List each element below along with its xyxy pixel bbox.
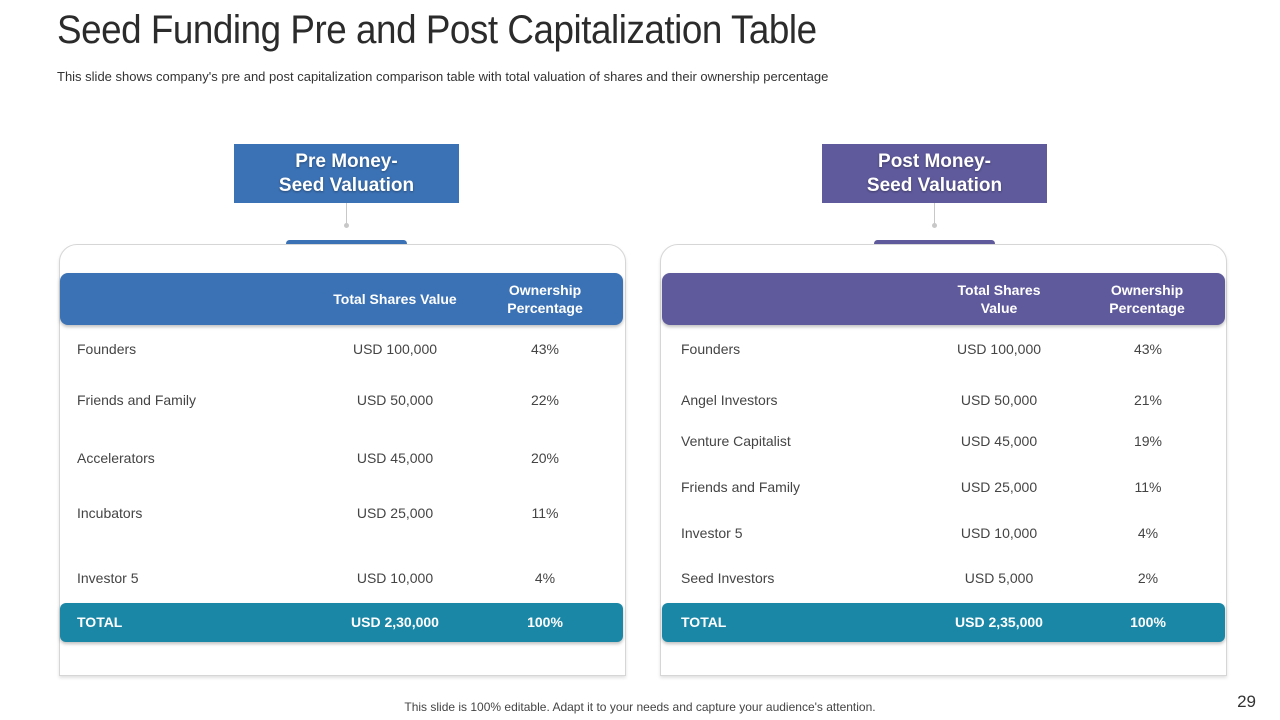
pre-card-tab [286, 240, 407, 247]
total-label: TOTAL [77, 614, 123, 630]
row-value: USD 25,000 [356, 505, 434, 521]
row-percentage: 4% [534, 570, 556, 586]
total-label: TOTAL [681, 614, 727, 630]
row-name: Friends and Family [77, 392, 197, 408]
row-name: Founders [681, 341, 741, 357]
post-col-header-percentage-line1: Ownership [1110, 282, 1184, 298]
pre-table-header: Total Shares Value Ownership Percentage [60, 273, 623, 325]
post-col-header-value-line1: Total Shares [957, 282, 1041, 298]
row-value: USD 50,000 [356, 392, 434, 408]
row-value: USD 100,000 [956, 341, 1042, 357]
post-card-tab [874, 240, 995, 247]
total-percentage: 100% [527, 614, 563, 630]
row-name: Incubators [77, 505, 143, 521]
pre-money-label-line2: Seed Valuation [278, 174, 415, 196]
row-percentage: 43% [1133, 341, 1163, 357]
table-row: Accelerators USD 45,000 20% [60, 450, 623, 470]
row-name: Angel Investors [681, 392, 778, 408]
row-name: Investor 5 [77, 570, 139, 586]
row-percentage: 19% [1133, 433, 1163, 449]
row-percentage: 4% [1137, 525, 1159, 541]
table-row: Friends and Family USD 50,000 22% [60, 392, 623, 412]
post-money-label: Post Money- Seed Valuation [822, 144, 1047, 203]
post-col-header-percentage-line2: Percentage [1109, 300, 1185, 316]
post-connector-line [934, 203, 935, 225]
row-value: USD 10,000 [960, 525, 1038, 541]
pre-connector-dot [344, 223, 349, 228]
table-row: Incubators USD 25,000 11% [60, 505, 623, 525]
total-percentage: 100% [1130, 614, 1166, 630]
slide-footer: This slide is 100% editable. Adapt it to… [404, 700, 876, 714]
row-percentage: 2% [1137, 570, 1159, 586]
post-connector-dot [932, 223, 937, 228]
table-row: Investor 5 USD 10,000 4% [662, 525, 1225, 545]
pre-col-header-percentage-line2: Percentage [507, 300, 583, 316]
post-col-header-value: Total Shares Value [929, 273, 1069, 325]
table-row: Venture Capitalist USD 45,000 19% [662, 433, 1225, 453]
row-percentage: 20% [530, 450, 560, 466]
row-name: Friends and Family [681, 479, 801, 495]
pre-total-row: TOTAL USD 2,30,000 100% [60, 603, 623, 642]
post-col-header-percentage: Ownership Percentage [1087, 273, 1207, 325]
row-value: USD 50,000 [960, 392, 1038, 408]
row-value: USD 45,000 [356, 450, 434, 466]
row-value: USD 10,000 [356, 570, 434, 586]
row-value: USD 5,000 [964, 570, 1034, 586]
pre-money-label: Pre Money- Seed Valuation [234, 144, 459, 203]
pre-connector-line [346, 203, 347, 225]
row-percentage: 22% [530, 392, 560, 408]
post-col-header-value-line2: Value [980, 300, 1018, 316]
post-total-row: TOTAL USD 2,35,000 100% [662, 603, 1225, 642]
table-row: Founders USD 100,000 43% [60, 341, 623, 361]
pre-money-label-line1: Pre Money- [295, 150, 398, 172]
row-percentage: 11% [1134, 479, 1162, 495]
row-value: USD 25,000 [960, 479, 1038, 495]
table-row: Friends and Family USD 25,000 11% [662, 479, 1225, 499]
total-value: USD 2,35,000 [955, 614, 1043, 630]
row-percentage: 21% [1133, 392, 1163, 408]
row-name: Investor 5 [681, 525, 743, 541]
total-value: USD 2,30,000 [351, 614, 439, 630]
row-name: Venture Capitalist [681, 433, 791, 449]
row-value: USD 100,000 [352, 341, 438, 357]
slide-title: Seed Funding Pre and Post Capitalization… [57, 8, 817, 52]
post-money-label-line1: Post Money- [878, 150, 991, 172]
row-name: Accelerators [77, 450, 155, 466]
pre-col-header-percentage: Ownership Percentage [485, 273, 605, 325]
table-row: Seed Investors USD 5,000 2% [662, 570, 1225, 590]
pre-col-header-percentage-line1: Ownership [508, 282, 582, 298]
row-name: Founders [77, 341, 137, 357]
page-number: 29 [1237, 692, 1256, 711]
row-percentage: 11% [531, 505, 559, 521]
row-value: USD 45,000 [960, 433, 1038, 449]
row-percentage: 43% [530, 341, 560, 357]
table-row: Investor 5 USD 10,000 4% [60, 570, 623, 590]
post-money-label-line2: Seed Valuation [866, 174, 1003, 196]
table-row: Angel Investors USD 50,000 21% [662, 392, 1225, 412]
table-row: Founders USD 100,000 43% [662, 341, 1225, 361]
row-name: Seed Investors [681, 570, 775, 586]
pre-col-header-value: Total Shares Value [333, 291, 457, 307]
post-table-header: Total Shares Value Ownership Percentage [662, 273, 1225, 325]
slide-subtitle: This slide shows company's pre and post … [57, 69, 829, 84]
